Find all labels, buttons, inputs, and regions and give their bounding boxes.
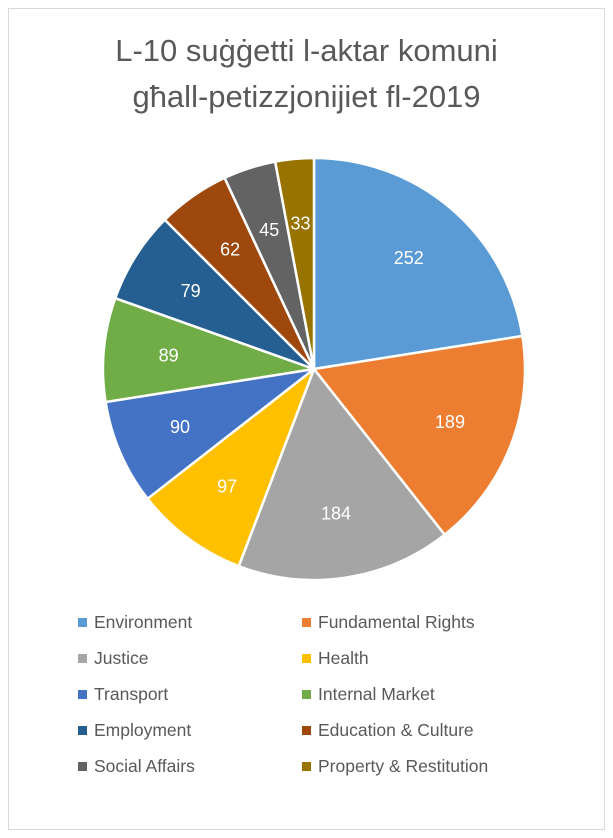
chart-title: L-10 suġġetti l-aktar komuni għall-petiz… — [0, 28, 613, 120]
data-label-social-affairs: 45 — [259, 220, 279, 240]
legend-item-environment: Environment — [78, 612, 192, 633]
legend-item-property-and-restitution: Property & Restitution — [302, 756, 488, 777]
data-label-justice: 184 — [321, 503, 351, 523]
data-label-transport: 90 — [170, 417, 190, 437]
legend-label: Health — [318, 648, 369, 668]
data-label-fundamental-rights: 189 — [435, 412, 465, 432]
pie-slice-environment — [312, 156, 524, 371]
legend-item-transport: Transport — [78, 684, 168, 705]
data-label-environment: 252 — [394, 248, 424, 268]
pie-slice-property-and-restitution — [273, 156, 316, 371]
legend-swatch — [78, 762, 87, 771]
legend-label: Internal Market — [318, 684, 435, 704]
pie-slice-internal-market — [101, 296, 316, 404]
legend-item-fundamental-rights: Fundamental Rights — [302, 612, 475, 633]
pie-slice-transport — [104, 367, 316, 500]
pie-slice-justice — [237, 367, 446, 582]
legend-swatch — [78, 690, 87, 699]
legend-label: Social Affairs — [94, 756, 195, 776]
data-label-education-and-culture: 62 — [220, 239, 240, 259]
legend-label: Environment — [94, 612, 193, 632]
legend-swatch — [78, 618, 87, 627]
legend-label: Employment — [94, 720, 192, 740]
legend-swatch — [78, 726, 87, 735]
legend-swatch — [302, 690, 311, 699]
legend-swatch — [302, 762, 311, 771]
chart-title-line-2: għall-petizzjonijiet fl-2019 — [132, 79, 481, 114]
legend-label: Fundamental Rights — [318, 612, 475, 632]
legend-swatch — [78, 654, 87, 663]
legend-item-education-and-culture: Education & Culture — [302, 720, 474, 741]
legend-label: Justice — [94, 648, 149, 668]
legend-swatch — [302, 618, 311, 627]
pie-chart: 252 189 184 97 90 89 79 62 45 33 — [101, 156, 527, 582]
chart-title-line-1: L-10 suġġetti l-aktar komuni — [115, 33, 498, 68]
legend-swatch — [302, 726, 311, 735]
legend-item-internal-market: Internal Market — [302, 684, 435, 705]
data-label-health: 97 — [217, 476, 237, 496]
legend-label: Transport — [94, 684, 169, 704]
legend-label: Education & Culture — [318, 720, 474, 740]
legend-item-health: Health — [302, 648, 369, 669]
legend-swatch — [302, 654, 311, 663]
legend-item-employment: Employment — [78, 720, 191, 741]
data-label-employment: 79 — [181, 281, 201, 301]
pie-slice-health — [146, 367, 316, 568]
legend-item-social-affairs: Social Affairs — [78, 756, 195, 777]
legend-label: Property & Restitution — [318, 756, 489, 776]
data-label-property-and-restitution: 33 — [290, 214, 310, 234]
pie-slice-fundamental-rights — [312, 334, 527, 536]
data-label-internal-market: 89 — [159, 346, 179, 366]
legend-item-justice: Justice — [78, 648, 148, 669]
